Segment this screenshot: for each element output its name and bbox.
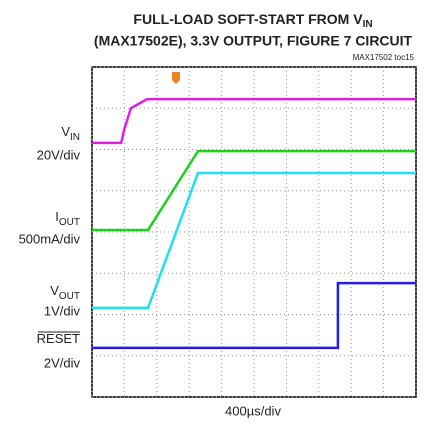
trace-scale: 2V/div (44, 355, 81, 370)
label-main: V (61, 124, 70, 139)
label-main: V (50, 283, 59, 298)
x-axis-label: 400µs/div (225, 403, 281, 418)
trace-label: VOUT (50, 283, 80, 301)
label-subscript: IN (70, 132, 80, 143)
trace-scale: 1V/div (44, 303, 81, 318)
label-subscript: OUT (59, 291, 80, 302)
trace (92, 97, 416, 145)
chart-subtitle: (MAX17502E), 3.3V OUTPUT, FIGURE 7 CIRCU… (94, 33, 413, 49)
trigger-marker (172, 72, 180, 84)
title-text: FULL-LOAD SOFT-START FROM V (133, 11, 363, 27)
trace-scale: 500mA/div (19, 231, 81, 246)
trace-label: VIN (61, 124, 80, 142)
trace (92, 281, 416, 350)
plot-area (91, 66, 417, 398)
trace (92, 149, 416, 232)
label-main: I (55, 209, 59, 224)
label-main: RESET (37, 331, 80, 346)
label-subscript: OUT (59, 217, 80, 228)
trace-scale: 20V/div (37, 147, 81, 162)
chart-title: FULL-LOAD SOFT-START FROM VIN (133, 11, 372, 30)
trace-label: IOUT (55, 209, 80, 227)
trace (92, 171, 416, 310)
title-subscript: IN (363, 19, 373, 30)
trace-label: RESET (37, 331, 80, 346)
figure-id: MAX17502 toc15 (353, 53, 415, 62)
